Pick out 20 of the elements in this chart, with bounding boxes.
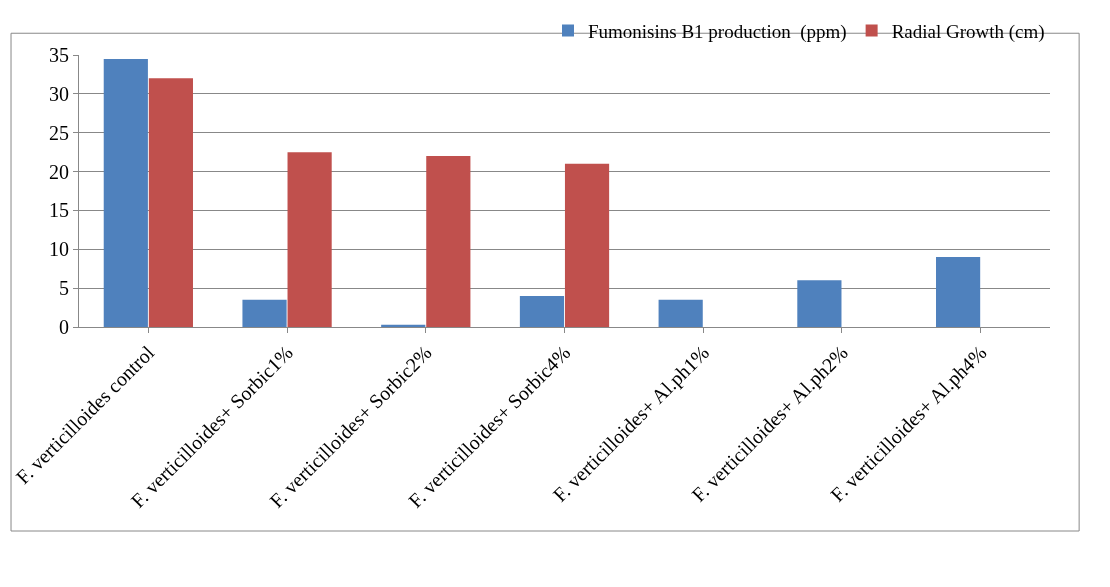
bar bbox=[936, 257, 981, 327]
bar bbox=[564, 163, 610, 327]
y-tick-label: 15 bbox=[49, 199, 69, 222]
legend-label: Fumonisins B1 production (ppm) bbox=[588, 20, 847, 43]
bar bbox=[103, 58, 148, 327]
y-tick-label: 10 bbox=[49, 238, 69, 261]
bar bbox=[148, 78, 193, 327]
legend-label: Radial Growth (cm) bbox=[891, 20, 1045, 43]
y-tick-label: 20 bbox=[49, 160, 69, 183]
bar bbox=[797, 280, 842, 327]
y-tick-label: 25 bbox=[49, 121, 69, 144]
bar bbox=[519, 295, 565, 327]
bar bbox=[287, 152, 332, 327]
bar bbox=[242, 299, 287, 327]
y-tick-label: 35 bbox=[49, 44, 69, 66]
y-tick-label: 5 bbox=[59, 277, 69, 300]
y-tick-label: 0 bbox=[59, 316, 69, 338]
y-tick-label: 30 bbox=[49, 82, 69, 105]
bar bbox=[426, 156, 471, 327]
bar bbox=[658, 299, 703, 327]
